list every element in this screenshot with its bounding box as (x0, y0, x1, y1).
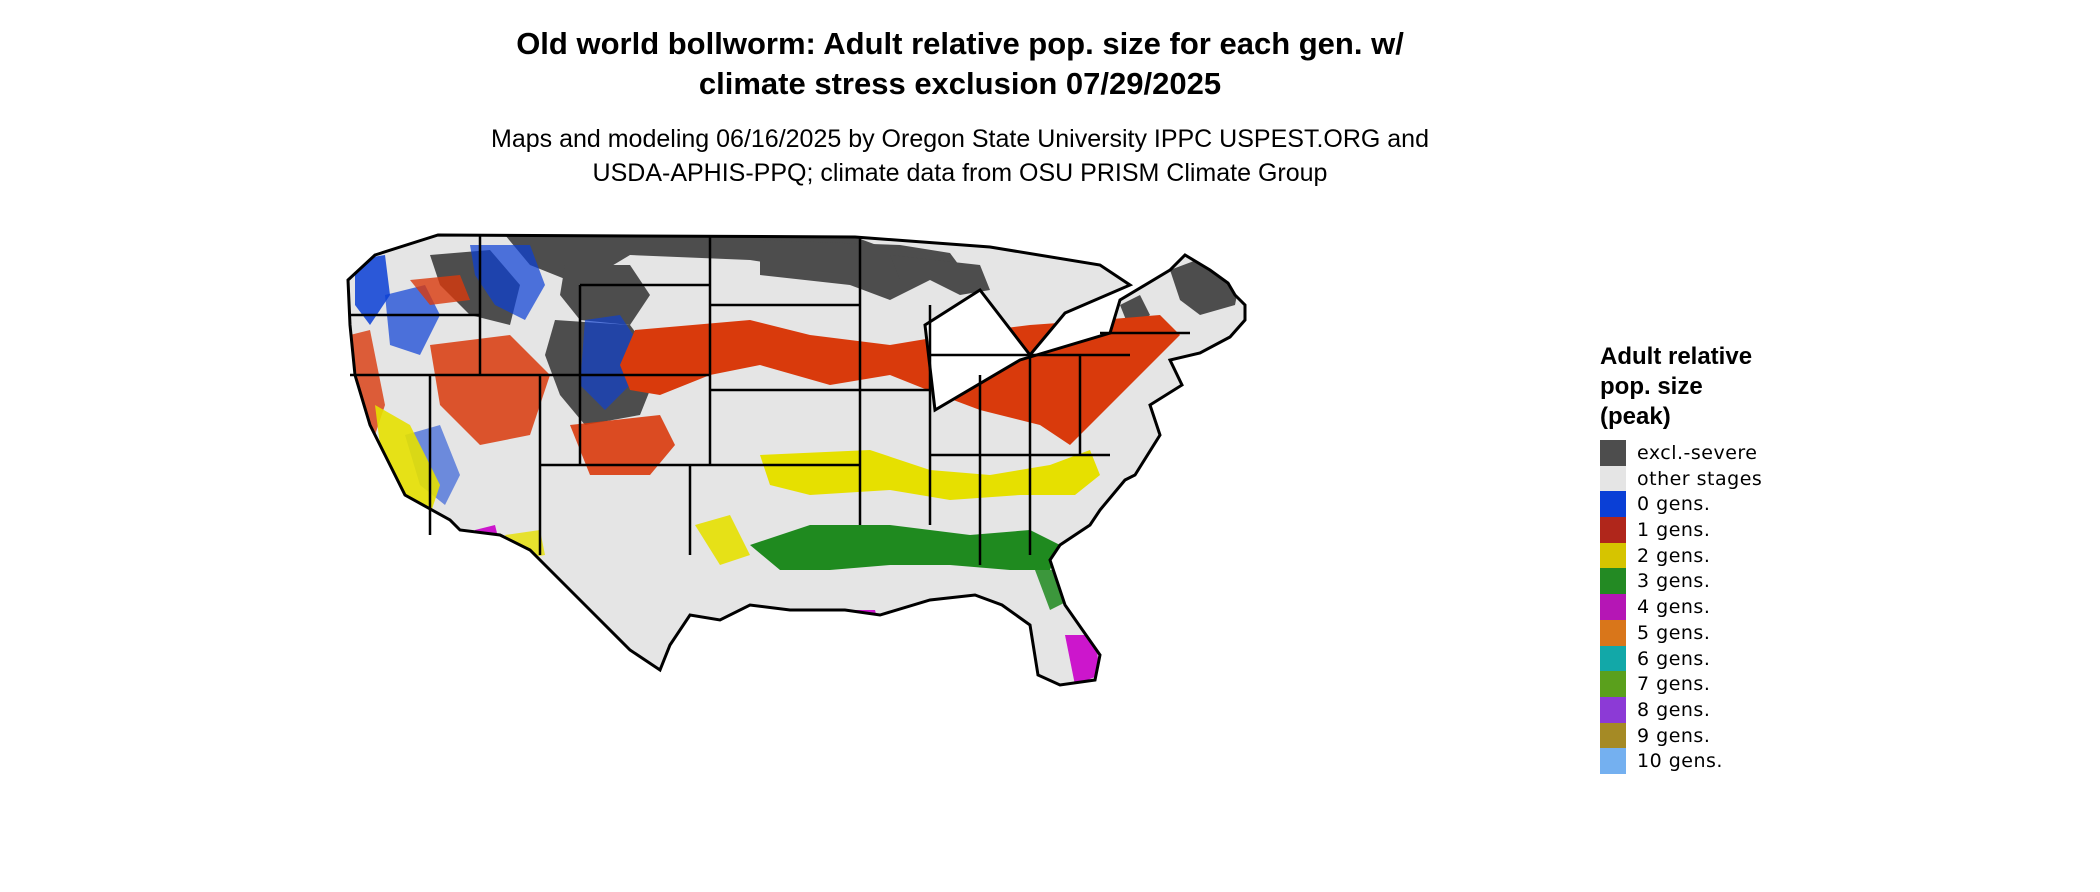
legend-item: 0 gens. (1600, 491, 1830, 518)
legend-title-line: Adult relative (1600, 343, 1753, 370)
legend-title: Adult relative pop. size (peak) (1600, 342, 1830, 432)
legend-swatch (1600, 619, 1626, 646)
map-subtitle-line-1: Maps and modeling 06/16/2025 by Oregon S… (491, 125, 1429, 153)
excluded-region-wyoming-north (560, 265, 650, 325)
legend-label: 9 gens. (1637, 724, 1711, 747)
legend-swatch (1600, 517, 1626, 544)
legend-label: 10 gens. (1637, 750, 1723, 773)
legend-item: 1 gens. (1600, 517, 1830, 544)
map-title-line-2: climate stress exclusion 07/29/2025 (698, 66, 1222, 101)
interior-state-lines (350, 235, 1190, 565)
zero-gens-colorado (580, 315, 640, 410)
legend-label: 1 gens. (1637, 519, 1711, 542)
legend-item: 4 gens. (1600, 594, 1830, 621)
legend-label: excl.-severe (1637, 442, 1758, 464)
one-gen-new-mexico (570, 415, 675, 475)
legend-label: 4 gens. (1637, 596, 1711, 619)
legend-items: excl.-severe other stages 0 gens. 1 gens. 2 … (1600, 440, 1830, 775)
legend-swatch (1600, 465, 1626, 492)
legend: Adult relative pop. size (peak) excl.-se… (1600, 342, 1830, 775)
legend-label: 5 gens. (1637, 621, 1711, 644)
legend-item: 2 gens. (1600, 542, 1830, 569)
legend-item: 3 gens. (1600, 568, 1830, 595)
legend-swatch (1600, 671, 1626, 698)
one-gen-great-basin (430, 335, 550, 445)
us-generation-map (346, 233, 1247, 687)
legend-label: 6 gens. (1637, 647, 1711, 670)
legend-swatch (1600, 645, 1626, 672)
legend-item: other stages (1600, 465, 1830, 492)
legend-item: excl.-severe (1600, 440, 1830, 466)
excluded-region-wisconsin (890, 255, 990, 295)
legend-item: 7 gens. (1600, 671, 1830, 698)
four-gens-south-florida (1065, 635, 1100, 685)
zero-gens-north-rockies (470, 245, 545, 320)
two-gens-west-texas (695, 515, 750, 565)
four-gens-south-texas (840, 610, 885, 675)
zero-gens-olympics (355, 255, 390, 325)
legend-item: 6 gens. (1600, 645, 1830, 672)
legend-swatch (1600, 542, 1626, 569)
two-gens-california-valley (375, 405, 440, 515)
state-borders (346, 233, 1247, 687)
legend-item: 5 gens. (1600, 619, 1830, 646)
legend-label: other stages (1637, 467, 1763, 490)
legend-swatch (1600, 594, 1626, 621)
map-subtitle-line-2: USDA-APHIS-PPQ; climate data from OSU PR… (592, 159, 1328, 187)
legend-swatch (1600, 568, 1626, 595)
map-title-line-1: Old world bollworm: Adult relative pop. … (516, 26, 1404, 61)
legend-item: 10 gens. (1600, 748, 1830, 775)
three-gens-gulf-coast (750, 525, 1060, 570)
legend-title-line: pop. size (1600, 373, 1703, 400)
one-gen-columbia-basin (410, 275, 470, 305)
excluded-region-minnesota (760, 240, 970, 300)
legend-label: 3 gens. (1637, 570, 1711, 593)
legend-item: 9 gens. (1600, 722, 1830, 749)
legend-label: 7 gens. (1637, 673, 1711, 696)
map-subtitle: Maps and modeling 06/16/2025 by Oregon S… (400, 122, 1520, 190)
legend-label: 8 gens. (1637, 698, 1711, 721)
legend-item: 8 gens. (1600, 696, 1830, 723)
zero-gens-cascades (385, 285, 440, 355)
legend-swatch (1600, 722, 1626, 749)
map-title: Old world bollworm: Adult relative pop. … (420, 24, 1500, 104)
legend-label: 2 gens. (1637, 544, 1711, 567)
legend-swatch (1600, 440, 1626, 466)
legend-label: 0 gens. (1637, 493, 1711, 516)
legend-swatch (1600, 491, 1626, 518)
legend-swatch (1600, 748, 1626, 775)
legend-title-line: (peak) (1600, 403, 1671, 430)
legend-swatch (1600, 696, 1626, 723)
